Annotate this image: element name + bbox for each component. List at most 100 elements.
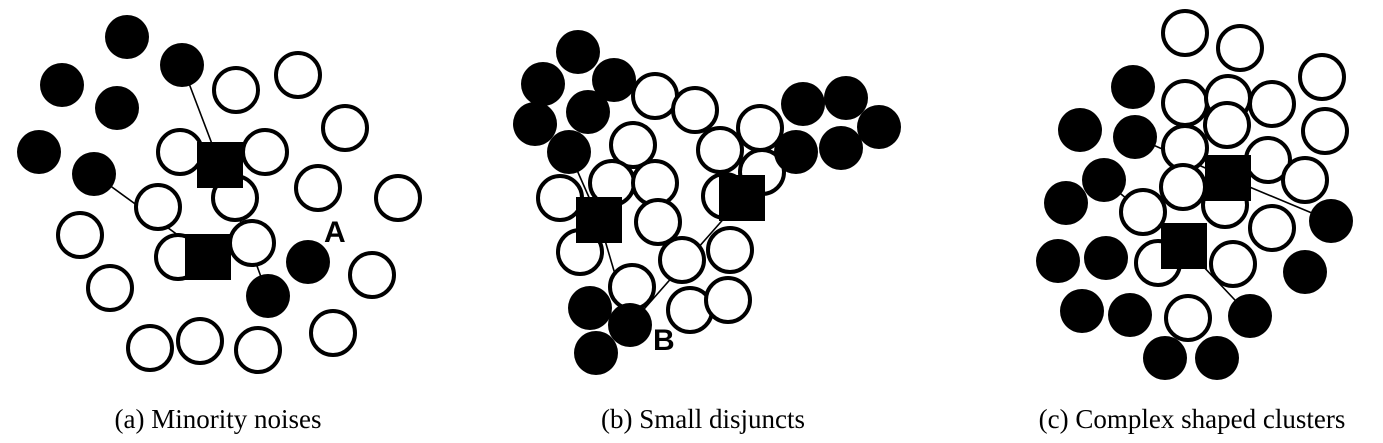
centroids-c xyxy=(1161,155,1251,269)
minority-sample xyxy=(1283,250,1327,294)
majority-sample xyxy=(241,128,289,176)
cluster-center xyxy=(1205,155,1251,201)
majority-sample xyxy=(1209,240,1257,288)
centroids-a xyxy=(185,142,243,280)
minority-sample xyxy=(160,43,204,87)
minority-sample xyxy=(592,58,636,102)
minority-sample xyxy=(857,105,901,149)
majority-sample xyxy=(536,174,584,222)
majority-sample xyxy=(134,183,182,231)
majority-sample xyxy=(228,219,276,267)
minority-c xyxy=(1036,65,1353,380)
minority-sample xyxy=(1058,108,1102,152)
panel-complex-shaped-clusters: (c) Complex shaped clusters xyxy=(1036,9,1353,434)
minority-sample xyxy=(824,76,868,120)
majority-sample xyxy=(696,126,744,174)
majority-sample xyxy=(1216,24,1264,72)
minority-sample xyxy=(568,286,612,330)
minority-sample xyxy=(521,62,565,106)
majority-sample xyxy=(1301,107,1349,155)
majority-sample xyxy=(348,251,396,299)
majority-c xyxy=(1119,9,1349,342)
caption-b: (b) Small disjuncts xyxy=(601,404,805,434)
minority-sample xyxy=(1195,336,1239,380)
minority-sample xyxy=(1108,293,1152,337)
minority-sample xyxy=(246,274,290,318)
minority-sample xyxy=(17,130,61,174)
minority-sample xyxy=(72,152,116,196)
majority-sample xyxy=(126,324,174,372)
cluster-center xyxy=(1161,223,1207,269)
minority-sample xyxy=(566,90,610,134)
minority-sample xyxy=(1143,336,1187,380)
minority-sample xyxy=(95,86,139,130)
majority-sample xyxy=(156,128,204,176)
panel-minority-noises: A (a) Minority noises xyxy=(17,15,422,434)
majority-sample xyxy=(1164,294,1212,342)
minority-sample xyxy=(513,102,557,146)
majority-sample xyxy=(212,66,260,114)
majority-sample xyxy=(631,72,679,120)
cluster-center xyxy=(576,197,622,243)
minority-sample xyxy=(1036,239,1080,283)
minority-b xyxy=(513,30,901,375)
minority-sample xyxy=(286,240,330,284)
majority-sample xyxy=(736,104,784,152)
cluster-center xyxy=(197,142,243,188)
minority-sample xyxy=(819,126,863,170)
minority-sample xyxy=(608,303,652,347)
majority-sample xyxy=(176,317,224,365)
cluster-center xyxy=(719,175,765,221)
caption-c: (c) Complex shaped clusters xyxy=(1039,404,1346,434)
majority-sample xyxy=(321,104,369,152)
majority-sample xyxy=(1159,163,1207,211)
majority-sample xyxy=(1161,79,1209,127)
minority-sample xyxy=(1082,158,1126,202)
minority-sample xyxy=(1111,65,1155,109)
majority-sample xyxy=(608,263,656,311)
minority-sample xyxy=(1084,236,1128,280)
minority-sample xyxy=(1060,289,1104,333)
majority-sample xyxy=(1248,80,1296,128)
majority-sample xyxy=(609,121,657,169)
majority-sample xyxy=(294,164,342,212)
majority-sample xyxy=(706,226,754,274)
minority-sample xyxy=(1113,115,1157,159)
majority-sample xyxy=(658,236,706,284)
minority-sample xyxy=(547,130,591,174)
minority-sample xyxy=(774,130,818,174)
centroids-b xyxy=(576,175,765,243)
majority-sample xyxy=(1203,101,1251,149)
majority-sample xyxy=(704,276,752,324)
majority-sample xyxy=(1281,156,1329,204)
majority-sample xyxy=(1298,53,1346,101)
majority-sample xyxy=(86,264,134,312)
minority-a xyxy=(17,15,330,318)
majority-sample xyxy=(56,211,104,259)
majority-sample xyxy=(671,86,719,134)
majority-b xyxy=(536,72,786,334)
minority-sample xyxy=(105,15,149,59)
minority-sample xyxy=(40,63,84,107)
panel-small-disjuncts: B (b) Small disjuncts xyxy=(513,30,901,434)
marker-b: B xyxy=(653,324,675,357)
minority-sample xyxy=(781,82,825,126)
minority-sample xyxy=(556,30,600,74)
majority-sample xyxy=(234,326,282,374)
marker-a: A xyxy=(324,216,346,249)
majority-sample xyxy=(634,198,682,246)
cluster-center xyxy=(185,234,231,280)
majority-sample xyxy=(1248,204,1296,252)
minority-sample xyxy=(1044,181,1088,225)
majority-sample xyxy=(309,309,357,357)
majority-sample xyxy=(1161,9,1209,57)
caption-a: (a) Minority noises xyxy=(115,404,322,434)
majority-sample xyxy=(1119,188,1167,236)
minority-sample xyxy=(1228,294,1272,338)
minority-sample xyxy=(1309,199,1353,243)
minority-sample xyxy=(574,331,618,375)
majority-a xyxy=(56,51,422,374)
majority-sample xyxy=(274,51,322,99)
majority-sample xyxy=(374,174,422,222)
